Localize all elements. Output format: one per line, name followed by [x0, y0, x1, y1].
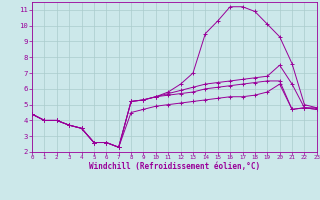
X-axis label: Windchill (Refroidissement éolien,°C): Windchill (Refroidissement éolien,°C) [89, 162, 260, 171]
